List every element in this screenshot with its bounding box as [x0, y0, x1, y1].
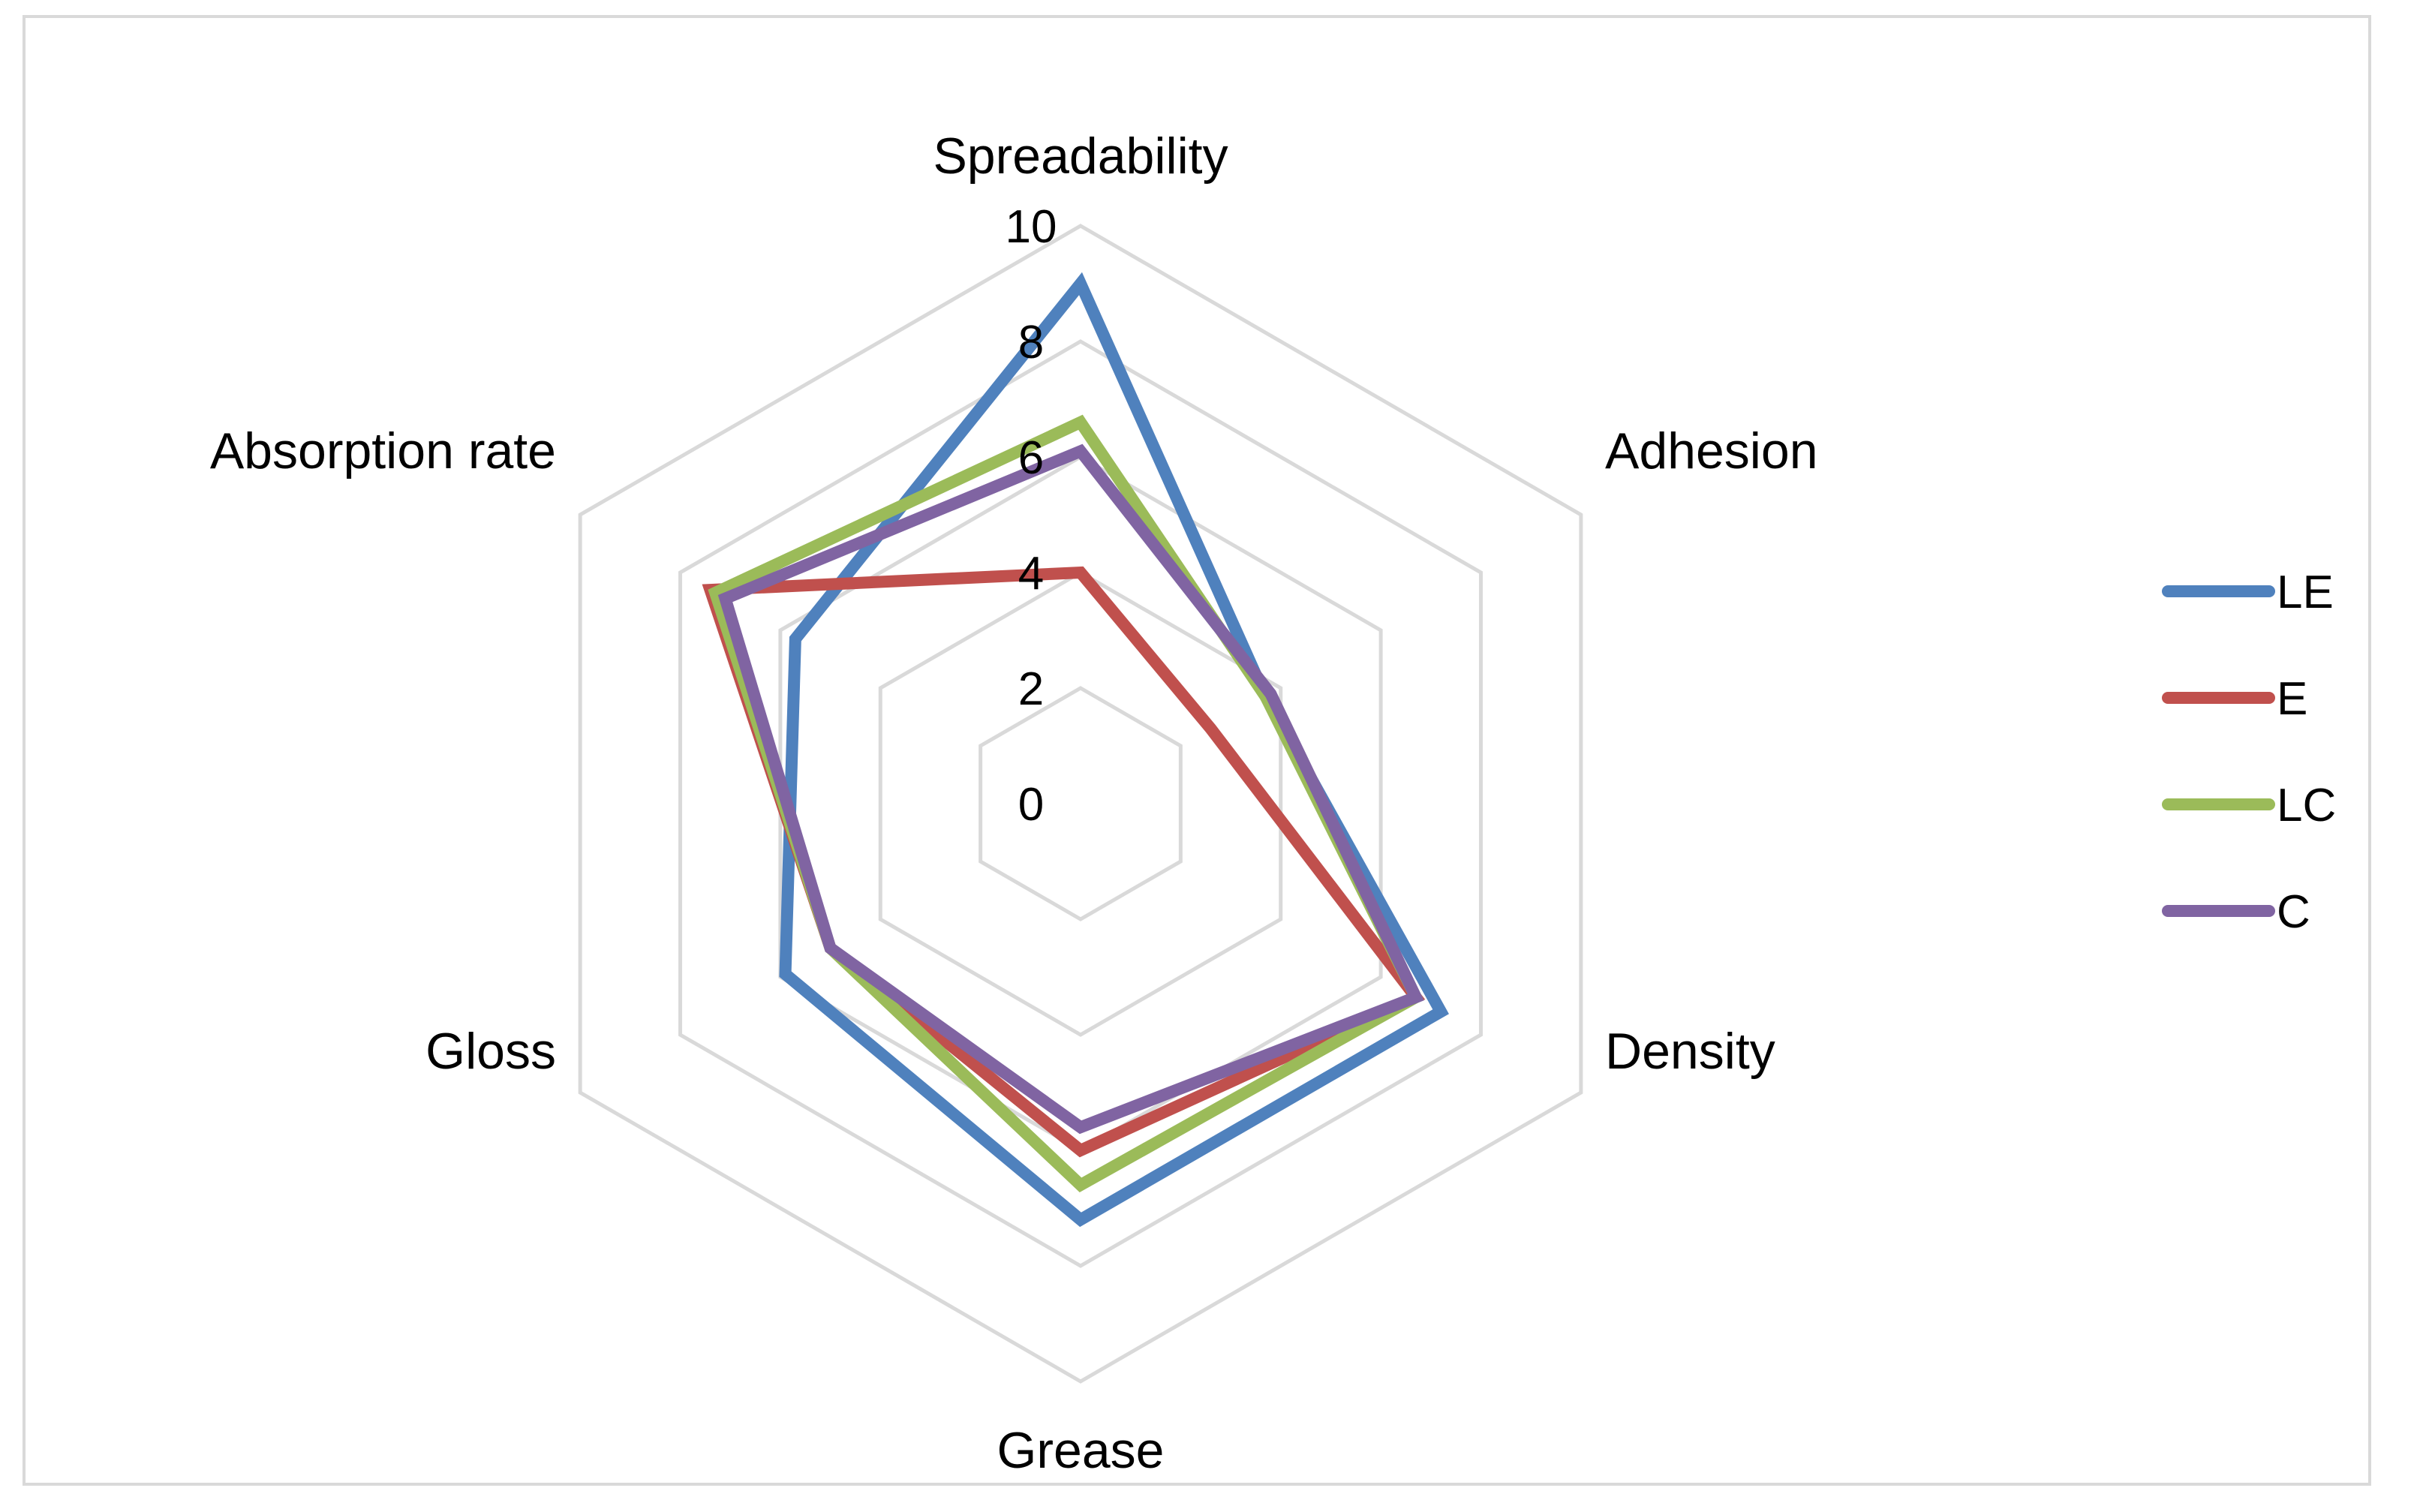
grid-ring-2 — [979, 686, 1183, 921]
series-line-lc — [708, 414, 1424, 1193]
axis-label-adhesion: Adhesion — [1605, 422, 1818, 479]
axis-label-absorption-rate: Absorption rate — [210, 422, 556, 479]
axis-label-grease: Grease — [997, 1422, 1165, 1479]
tick-label-6: 6 — [1018, 432, 1044, 484]
tick-label-2: 2 — [1018, 663, 1044, 715]
grid-ring-4 — [878, 570, 1283, 1037]
legend-label-le: LE — [2277, 567, 2334, 618]
series-line-e — [702, 566, 1426, 1158]
axis-labels: Spreadability Adhesion Density Grease Gloss A… — [210, 128, 1818, 1479]
tick-label-8: 8 — [1018, 317, 1044, 368]
legend: LE E LC C — [2162, 567, 2336, 938]
radar-series — [702, 272, 1449, 1228]
legend-label-c: C — [2277, 886, 2310, 938]
chart-area: 0 2 4 6 8 10 Spreadability Adhesion Density Grea… — [23, 15, 2371, 1486]
axis-label-density: Density — [1605, 1023, 1775, 1080]
radar-grid — [578, 224, 1583, 1384]
grid-ring-8 — [678, 339, 1483, 1268]
legend-label-lc: LC — [2277, 780, 2336, 831]
radar-chart: 0 2 4 6 8 10 Spreadability Adhesion Density Grea… — [210, 128, 2336, 1479]
tick-label-0: 0 — [1018, 779, 1044, 831]
series-line-le — [779, 272, 1449, 1228]
tick-label-10: 10 — [1006, 201, 1057, 253]
tick-label-4: 4 — [1018, 548, 1044, 600]
axis-label-gloss: Gloss — [425, 1023, 556, 1080]
axis-label-spreadability: Spreadability — [933, 128, 1228, 185]
series-line-c — [717, 443, 1424, 1135]
radial-tick-labels: 0 2 4 6 8 10 — [1006, 201, 1057, 831]
grid-ring-10 — [578, 224, 1583, 1384]
legend-label-e: E — [2277, 673, 2307, 725]
